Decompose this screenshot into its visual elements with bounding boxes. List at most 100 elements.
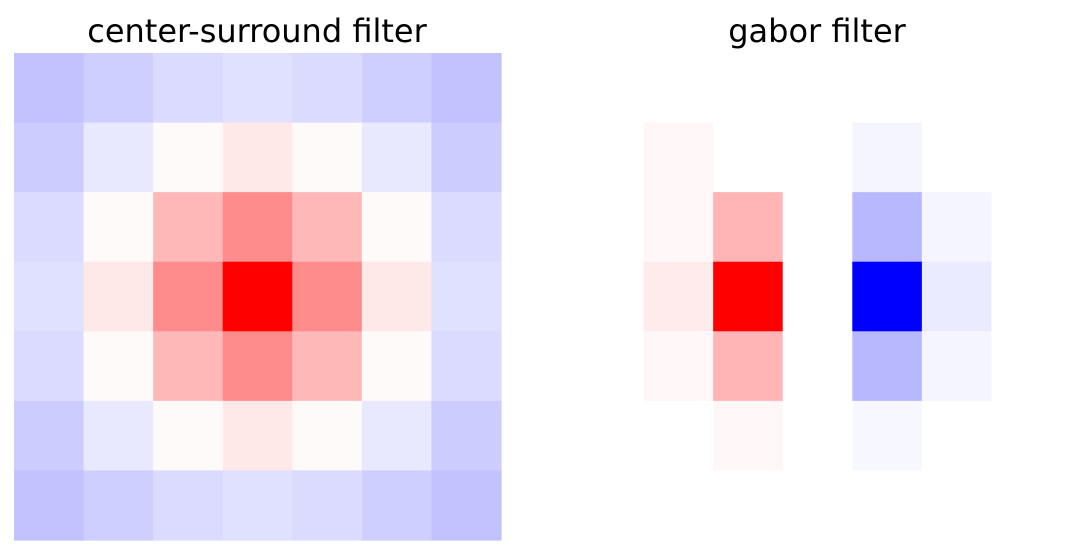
heatmap-cell-r3-c3 bbox=[782, 261, 853, 332]
heatmap-cell-r2-c4 bbox=[852, 192, 923, 263]
heatmap-cell-r6-c5 bbox=[921, 470, 993, 541]
heatmap-cell-r1-c6 bbox=[991, 122, 1062, 193]
heatmap-cell-r4-c0 bbox=[14, 331, 85, 402]
heatmap-cell-r4-c4 bbox=[292, 331, 363, 402]
heatmap-cell-r5-c4 bbox=[852, 400, 923, 472]
heatmap-cell-r3-c2 bbox=[153, 261, 224, 332]
heatmap-cell-r2-c5 bbox=[361, 192, 433, 263]
heatmap-cell-r6-c4 bbox=[852, 470, 923, 541]
heatmap-cell-r4-c3 bbox=[222, 331, 293, 402]
heatmap-cell-r4-c6 bbox=[431, 331, 502, 402]
heatmap-cell-r0-c5 bbox=[921, 53, 993, 124]
heatmap-cell-r5-c1 bbox=[643, 400, 714, 472]
right-panel-title: gabor filter bbox=[728, 12, 906, 50]
heatmap-cell-r3-c4 bbox=[852, 261, 923, 332]
heatmap-cell-r1-c2 bbox=[153, 122, 224, 193]
heatmap-cell-r5-c5 bbox=[921, 400, 993, 472]
heatmap-cell-r0-c6 bbox=[431, 53, 502, 124]
heatmap-cell-r4-c0 bbox=[574, 331, 645, 402]
heatmap-cell-r0-c6 bbox=[991, 53, 1062, 124]
heatmap-cell-r3-c5 bbox=[921, 261, 993, 332]
heatmap-cell-r1-c3 bbox=[782, 122, 853, 193]
heatmap-cell-r4-c3 bbox=[782, 331, 853, 402]
heatmap-cell-r6-c6 bbox=[431, 470, 502, 541]
heatmap-cell-r6-c3 bbox=[222, 470, 293, 541]
heatmap-cell-r5-c5 bbox=[361, 400, 433, 472]
heatmap-cell-r0-c4 bbox=[852, 53, 923, 124]
heatmap-cell-r0-c0 bbox=[574, 53, 645, 124]
heatmap-cell-r6-c2 bbox=[713, 470, 784, 541]
heatmap-cell-r3-c2 bbox=[713, 261, 784, 332]
heatmap-cell-r6-c4 bbox=[292, 470, 363, 541]
heatmap-cell-r5-c0 bbox=[14, 400, 85, 472]
heatmap-cell-r1-c3 bbox=[222, 122, 293, 193]
heatmap-cell-r6-c0 bbox=[14, 470, 85, 541]
left-panel-title: center-surround filter bbox=[87, 12, 427, 50]
heatmap-cell-r0-c2 bbox=[713, 53, 784, 124]
heatmap-cell-r5-c6 bbox=[431, 400, 502, 472]
heatmap-cell-r0-c2 bbox=[153, 53, 224, 124]
heatmap-cell-r0-c1 bbox=[83, 53, 154, 124]
heatmap-cell-r2-c6 bbox=[991, 192, 1062, 263]
heatmap-cell-r1-c2 bbox=[713, 122, 784, 193]
heatmap-cell-r5-c1 bbox=[83, 400, 154, 472]
heatmap-cell-r5-c3 bbox=[222, 400, 293, 472]
heatmap-cell-r6-c1 bbox=[83, 470, 154, 541]
heatmap-cell-r0-c5 bbox=[361, 53, 433, 124]
heatmap-cell-r0-c4 bbox=[292, 53, 363, 124]
heatmap-cell-r1-c0 bbox=[574, 122, 645, 193]
heatmap-cell-r4-c6 bbox=[991, 331, 1062, 402]
heatmap-cell-r2-c2 bbox=[713, 192, 784, 263]
heatmap-cell-r3-c5 bbox=[361, 261, 433, 332]
heatmap-cell-r1-c4 bbox=[292, 122, 363, 193]
heatmap-cell-r4-c5 bbox=[361, 331, 433, 402]
center-surround-heatmap bbox=[14, 53, 502, 541]
heatmap-cell-r1-c6 bbox=[431, 122, 502, 193]
heatmap-cell-r2-c0 bbox=[14, 192, 85, 263]
heatmap-cell-r3-c0 bbox=[14, 261, 85, 332]
heatmap-cell-r2-c4 bbox=[292, 192, 363, 263]
heatmap-cell-r6-c6 bbox=[991, 470, 1062, 541]
heatmap-cell-r5-c2 bbox=[713, 400, 784, 472]
heatmap-cell-r4-c2 bbox=[153, 331, 224, 402]
heatmap-cell-r4-c5 bbox=[921, 331, 993, 402]
heatmap-cell-r5-c0 bbox=[574, 400, 645, 472]
heatmap-cell-r0-c1 bbox=[643, 53, 714, 124]
heatmap-cell-r2-c1 bbox=[83, 192, 154, 263]
heatmap-cell-r0-c3 bbox=[782, 53, 853, 124]
heatmap-cell-r3-c0 bbox=[574, 261, 645, 332]
heatmap-cell-r6-c0 bbox=[574, 470, 645, 541]
heatmap-cell-r2-c2 bbox=[153, 192, 224, 263]
heatmap-cell-r3-c4 bbox=[292, 261, 363, 332]
heatmap-cell-r2-c5 bbox=[921, 192, 993, 263]
heatmap-cell-r2-c3 bbox=[222, 192, 293, 263]
heatmap-cell-r1-c5 bbox=[361, 122, 433, 193]
heatmap-cell-r6-c5 bbox=[361, 470, 433, 541]
heatmap-cell-r2-c1 bbox=[643, 192, 714, 263]
heatmap-cell-r5-c6 bbox=[991, 400, 1062, 472]
heatmap-cell-r5-c2 bbox=[153, 400, 224, 472]
heatmap-cell-r5-c4 bbox=[292, 400, 363, 472]
heatmap-cell-r0-c3 bbox=[222, 53, 293, 124]
heatmap-cell-r4-c1 bbox=[83, 331, 154, 402]
heatmap-cell-r4-c4 bbox=[852, 331, 923, 402]
gabor-heatmap bbox=[574, 53, 1062, 541]
heatmap-cell-r5-c3 bbox=[782, 400, 853, 472]
heatmap-cell-r6-c3 bbox=[782, 470, 853, 541]
heatmap-cell-r3-c3 bbox=[222, 261, 293, 332]
heatmap-cell-r1-c0 bbox=[14, 122, 85, 193]
heatmap-cell-r3-c1 bbox=[83, 261, 154, 332]
heatmap-cell-r1-c1 bbox=[643, 122, 714, 193]
heatmap-cell-r6-c2 bbox=[153, 470, 224, 541]
heatmap-cell-r1-c5 bbox=[921, 122, 993, 193]
heatmap-cell-r3-c6 bbox=[431, 261, 502, 332]
heatmap-cell-r1-c1 bbox=[83, 122, 154, 193]
heatmap-cell-r4-c2 bbox=[713, 331, 784, 402]
heatmap-cell-r3-c6 bbox=[991, 261, 1062, 332]
heatmap-cell-r4-c1 bbox=[643, 331, 714, 402]
heatmap-cell-r2-c3 bbox=[782, 192, 853, 263]
heatmap-cell-r3-c1 bbox=[643, 261, 714, 332]
heatmap-cell-r2-c0 bbox=[574, 192, 645, 263]
heatmap-cell-r1-c4 bbox=[852, 122, 923, 193]
